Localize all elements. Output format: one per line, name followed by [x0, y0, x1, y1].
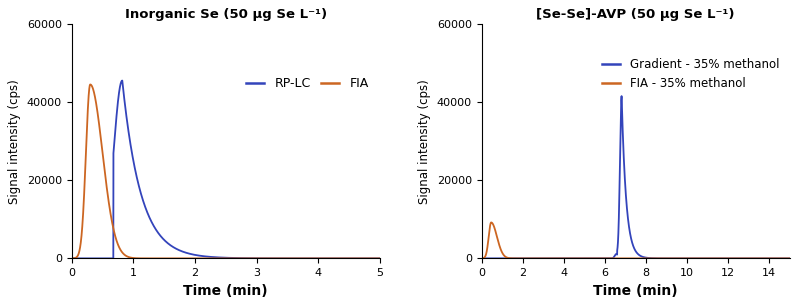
Y-axis label: Signal intensity (cps): Signal intensity (cps) [418, 79, 431, 203]
Title: [Se-Se]-AVP (50 μg Se L⁻¹): [Se-Se]-AVP (50 μg Se L⁻¹) [536, 8, 735, 21]
X-axis label: Time (min): Time (min) [593, 284, 678, 298]
X-axis label: Time (min): Time (min) [184, 284, 268, 298]
Legend: RP-LC, FIA: RP-LC, FIA [241, 72, 373, 95]
Legend: Gradient - 35% methanol, FIA - 35% methanol: Gradient - 35% methanol, FIA - 35% metha… [598, 53, 784, 95]
Title: Inorganic Se (50 μg Se L⁻¹): Inorganic Se (50 μg Se L⁻¹) [124, 8, 327, 21]
Y-axis label: Signal intensity (cps): Signal intensity (cps) [8, 79, 22, 203]
